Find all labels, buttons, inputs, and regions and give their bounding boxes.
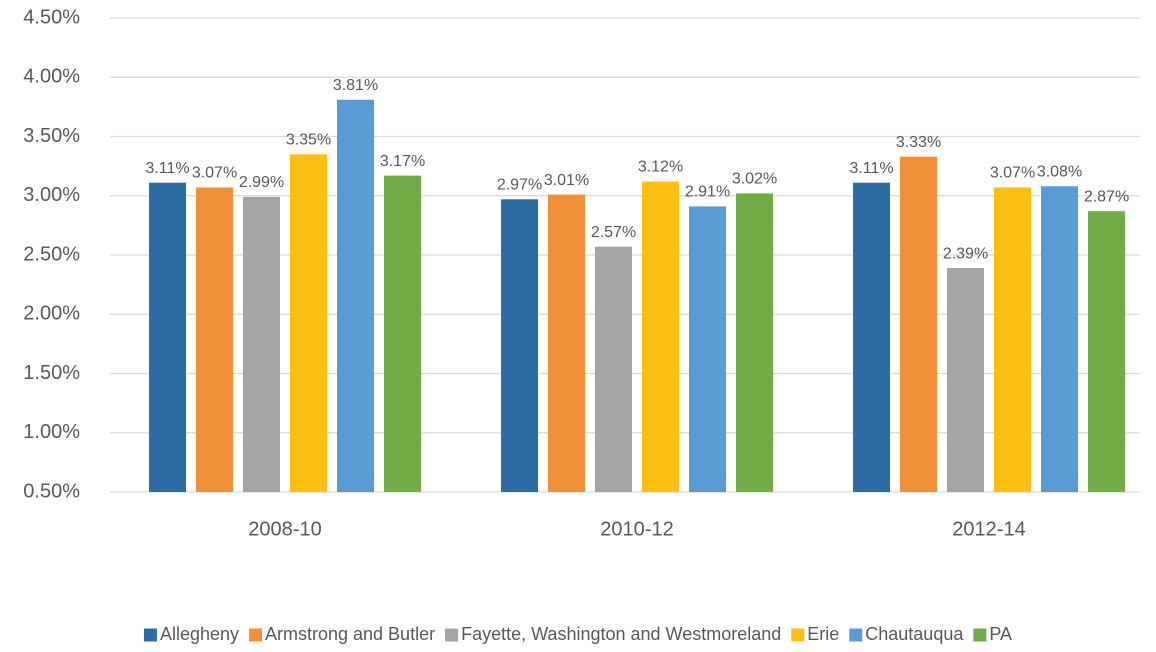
y-tick-label: 1.00% xyxy=(23,421,80,443)
x-tick-label: 2008-10 xyxy=(248,518,321,540)
value-label: 2.99% xyxy=(239,174,284,191)
bar xyxy=(1041,186,1078,492)
legend-swatch xyxy=(791,628,805,642)
legend-label: Fayette, Washington and Westmoreland xyxy=(461,624,781,644)
y-tick-label: 3.00% xyxy=(23,184,80,206)
value-label: 3.12% xyxy=(638,159,683,176)
legend-label: Armstrong and Butler xyxy=(265,624,435,644)
legend-swatch xyxy=(445,628,459,642)
value-label: 2.97% xyxy=(497,177,542,194)
value-label: 3.35% xyxy=(286,131,331,148)
y-tick-label: 2.50% xyxy=(23,243,80,265)
bar xyxy=(853,182,890,492)
value-label: 3.11% xyxy=(849,160,893,177)
bar xyxy=(384,175,421,493)
legend-swatch xyxy=(849,628,863,642)
legend-label: Erie xyxy=(807,624,839,644)
bar xyxy=(337,99,374,492)
bar xyxy=(642,181,679,492)
value-label: 3.08% xyxy=(1037,163,1082,180)
x-tick-label: 2010-12 xyxy=(600,518,673,540)
legend-swatch xyxy=(143,628,157,642)
bar xyxy=(149,182,186,492)
value-label: 2.39% xyxy=(943,245,988,262)
y-tick-label: 4.50% xyxy=(23,6,80,28)
value-label: 2.87% xyxy=(1084,188,1129,205)
value-label: 3.17% xyxy=(380,153,425,170)
value-label: 2.91% xyxy=(685,184,730,201)
bar xyxy=(994,187,1031,492)
bar xyxy=(548,194,585,492)
value-label: 3.07% xyxy=(990,165,1035,182)
y-tick-label: 3.50% xyxy=(23,125,80,147)
bar xyxy=(736,193,773,492)
y-tick-label: 1.50% xyxy=(23,362,80,384)
y-tick-label: 4.00% xyxy=(23,66,80,88)
legend-label: Allegheny xyxy=(160,624,239,644)
value-label: 3.02% xyxy=(732,171,777,188)
value-label: 2.57% xyxy=(591,224,636,241)
legend-swatch xyxy=(249,628,263,642)
value-label: 3.11% xyxy=(145,160,189,177)
legend-label: PA xyxy=(989,624,1012,644)
bar xyxy=(947,268,984,492)
value-label: 3.81% xyxy=(333,77,378,94)
y-tick-label: 0.50% xyxy=(23,480,80,502)
y-tick-label: 2.00% xyxy=(23,303,80,325)
bar xyxy=(595,246,632,492)
legend-label: Chautauqua xyxy=(865,624,964,644)
value-label: 3.01% xyxy=(544,172,589,189)
bar xyxy=(900,156,937,492)
legend-swatch xyxy=(973,628,987,642)
value-label: 3.07% xyxy=(192,165,237,182)
x-tick-label: 2012-14 xyxy=(952,518,1025,540)
bar xyxy=(689,206,726,493)
bar xyxy=(290,154,327,492)
value-label: 3.33% xyxy=(896,134,941,151)
bar xyxy=(243,196,280,492)
bar xyxy=(196,187,233,492)
bar xyxy=(501,199,538,492)
bar xyxy=(1088,211,1125,492)
